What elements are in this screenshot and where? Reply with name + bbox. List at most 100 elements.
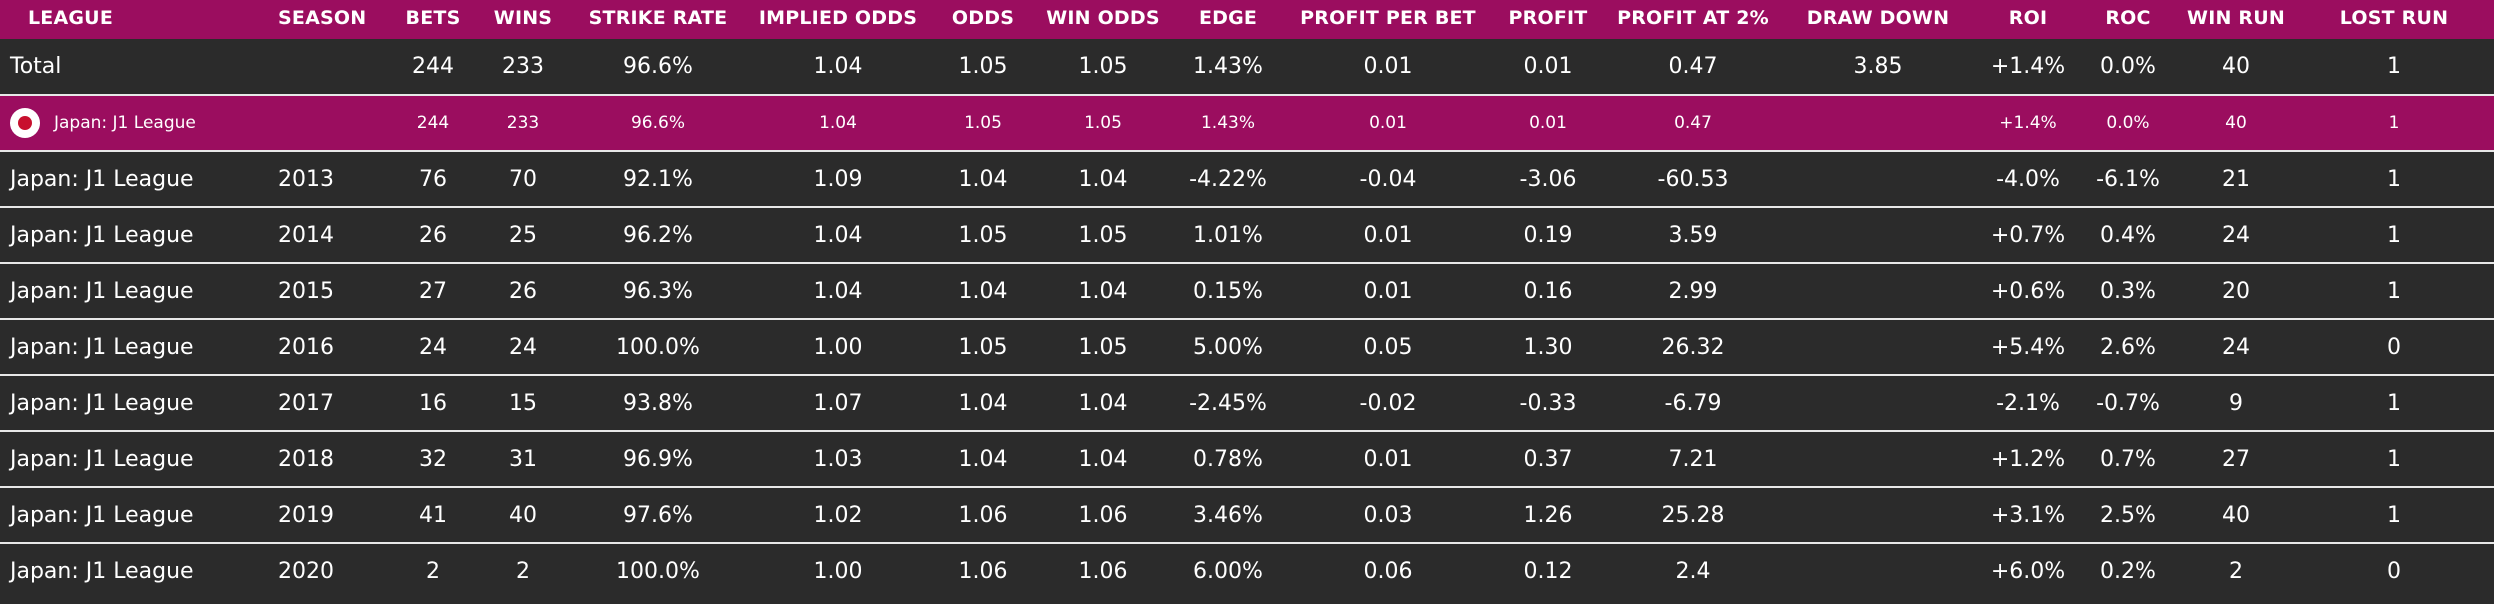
header-roc[interactable]: ROC <box>2105 6 2151 29</box>
cell-profit-at-2: 7.21 <box>1608 430 1778 487</box>
cell-odds: 1.06 <box>928 542 1038 599</box>
cell-profit-per-bet: 0.05 <box>1288 318 1488 375</box>
cell-roi: +5.4% <box>1978 318 2078 375</box>
cell-edge: 5.00% <box>1168 318 1288 375</box>
cell-wins: 233 <box>502 54 544 79</box>
cell-wins: 2 <box>478 542 568 599</box>
cell-win-run: 40 <box>2222 54 2250 79</box>
cell-strike-rate: 96.2% <box>568 206 748 263</box>
cell-league: Total <box>10 54 62 79</box>
cell-season: 2019 <box>258 486 388 543</box>
cell-profit-per-bet: -0.02 <box>1288 374 1488 431</box>
header-profit-per-bet[interactable]: PROFIT PER BET <box>1300 6 1476 29</box>
cell-lost-run: 1 <box>2387 54 2401 79</box>
cell-lost-run: 1 <box>2294 262 2494 319</box>
cell-roi: +0.7% <box>1978 206 2078 263</box>
cell-roi: +0.6% <box>1978 262 2078 319</box>
cell-edge: -4.22% <box>1168 150 1288 207</box>
cell-lost-run: 0 <box>2294 542 2494 599</box>
cell-roc: -6.1% <box>2078 150 2178 207</box>
cell-bets: 24 <box>388 318 478 375</box>
cell-draw-down <box>1778 486 1978 543</box>
cell-profit-at-2: 0.47 <box>1668 54 1718 79</box>
table-row: Japan: J1 League 2018 32 31 96.9% 1.03 1… <box>0 430 2494 487</box>
cell-edge: 0.78% <box>1168 430 1288 487</box>
table-row: Japan: J1 League 2017 16 15 93.8% 1.07 1… <box>0 374 2494 431</box>
cell-draw-down <box>1778 94 1978 151</box>
cell-edge: 3.46% <box>1168 486 1288 543</box>
header-profit[interactable]: PROFIT <box>1508 6 1588 29</box>
cell-odds: 1.06 <box>928 486 1038 543</box>
cell-profit-per-bet: -0.04 <box>1288 150 1488 207</box>
header-implied-odds[interactable]: IMPLIED ODDS <box>758 6 918 29</box>
cell-season: 2018 <box>258 430 388 487</box>
cell-season <box>258 94 388 151</box>
header-strike-rate[interactable]: STRIKE RATE <box>588 6 728 29</box>
table-row: Japan: J1 League 2016 24 24 100.0% 1.00 … <box>0 318 2494 375</box>
cell-roc: 0.2% <box>2078 542 2178 599</box>
cell-profit: 0.37 <box>1488 430 1608 487</box>
cell-roc: 2.5% <box>2078 486 2178 543</box>
cell-lost-run: 0 <box>2294 318 2494 375</box>
header-win-run[interactable]: WIN RUN <box>2187 6 2285 29</box>
cell-win-run: 40 <box>2178 94 2294 151</box>
header-odds[interactable]: ODDS <box>951 6 1015 29</box>
cell-win-odds: 1.05 <box>1038 318 1168 375</box>
header-wins[interactable]: WINS <box>493 6 553 29</box>
header-roi[interactable]: ROI <box>2008 6 2048 29</box>
cell-draw-down <box>1778 318 1978 375</box>
cell-profit-at-2: 0.47 <box>1608 94 1778 151</box>
cell-win-odds: 1.05 <box>1038 206 1168 263</box>
header-draw-down[interactable]: DRAW DOWN <box>1806 6 1950 29</box>
cell-strike-rate: 100.0% <box>568 318 748 375</box>
cell-win-run: 40 <box>2178 486 2294 543</box>
cell-profit-at-2: -60.53 <box>1608 150 1778 207</box>
cell-roc: 0.3% <box>2078 262 2178 319</box>
header-win-odds[interactable]: WIN ODDS <box>1046 6 1160 29</box>
league-summary-row[interactable]: Japan: J1 League 244 233 96.6% 1.04 1.05… <box>0 94 2494 151</box>
cell-win-run: 24 <box>2178 206 2294 263</box>
cell-strike-rate: 96.3% <box>568 262 748 319</box>
cell-profit-at-2: 2.4 <box>1608 542 1778 599</box>
cell-wins: 26 <box>478 262 568 319</box>
cell-win-odds: 1.05 <box>1038 94 1168 151</box>
header-season[interactable]: SEASON <box>278 6 367 29</box>
cell-odds: 1.05 <box>958 54 1008 79</box>
cell-bets: 16 <box>388 374 478 431</box>
cell-roi: +1.4% <box>1978 94 2078 151</box>
cell-roc: 0.7% <box>2078 430 2178 487</box>
cell-profit: 1.26 <box>1488 486 1608 543</box>
cell-wins: 15 <box>478 374 568 431</box>
cell-profit-per-bet: 0.01 <box>1363 54 1413 79</box>
header-bets[interactable]: BETS <box>405 6 461 29</box>
cell-odds: 1.04 <box>928 262 1038 319</box>
table-row: Japan: J1 League 2019 41 40 97.6% 1.02 1… <box>0 486 2494 543</box>
header-league[interactable]: LEAGUE <box>28 6 113 29</box>
cell-bets: 26 <box>388 206 478 263</box>
cell-edge: 1.43% <box>1193 54 1263 79</box>
japan-flag-icon <box>10 108 40 138</box>
cell-season <box>258 39 388 95</box>
cell-strike-rate: 96.6% <box>623 54 693 79</box>
header-edge[interactable]: EDGE <box>1198 6 1258 29</box>
cell-season: 2020 <box>258 542 388 599</box>
cell-strike-rate: 93.8% <box>568 374 748 431</box>
cell-season: 2015 <box>258 262 388 319</box>
header-profit-at-2[interactable]: PROFIT AT 2% <box>1617 6 1769 29</box>
cell-edge: 1.43% <box>1168 94 1288 151</box>
cell-implied-odds: 1.00 <box>748 318 928 375</box>
table-row: Japan: J1 League 2013 76 70 92.1% 1.09 1… <box>0 150 2494 207</box>
cell-strike-rate: 97.6% <box>568 486 748 543</box>
total-row: Total 244 233 96.6% 1.04 1.05 1.05 1.43%… <box>0 39 2494 95</box>
header-lost-run[interactable]: LOST RUN <box>2339 6 2449 29</box>
cell-league: Japan: J1 League <box>0 150 258 207</box>
cell-win-run: 24 <box>2178 318 2294 375</box>
cell-roi: +1.4% <box>1990 54 2066 79</box>
cell-win-odds: 1.04 <box>1038 150 1168 207</box>
cell-profit-per-bet: 0.03 <box>1288 486 1488 543</box>
cell-draw-down <box>1778 150 1978 207</box>
cell-league: Japan: J1 League <box>0 318 258 375</box>
cell-edge: 1.01% <box>1168 206 1288 263</box>
cell-roc: 0.0% <box>2078 94 2178 151</box>
cell-lost-run: 1 <box>2294 374 2494 431</box>
